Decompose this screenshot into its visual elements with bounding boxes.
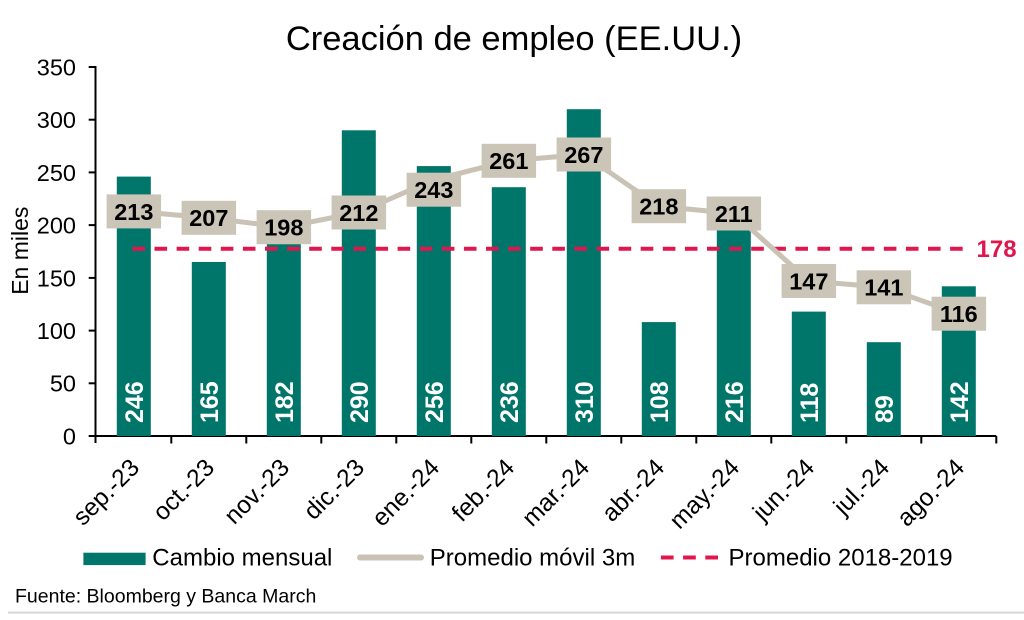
svg-text:141: 141: [864, 275, 903, 301]
svg-text:212: 212: [339, 200, 378, 226]
svg-text:200: 200: [37, 213, 76, 239]
svg-text:236: 236: [496, 381, 524, 423]
svg-text:118: 118: [796, 383, 824, 423]
svg-text:300: 300: [37, 107, 76, 133]
svg-text:211: 211: [715, 201, 753, 227]
svg-text:142: 142: [946, 381, 974, 423]
svg-text:290: 290: [346, 381, 374, 423]
svg-text:150: 150: [37, 265, 76, 291]
svg-text:108: 108: [646, 381, 674, 423]
svg-text:243: 243: [414, 177, 453, 203]
svg-text:256: 256: [421, 381, 449, 423]
svg-text:Creación de empleo (EE.UU.): Creación de empleo (EE.UU.): [286, 20, 742, 58]
svg-text:147: 147: [789, 268, 828, 294]
svg-text:261: 261: [489, 148, 528, 174]
svg-text:267: 267: [564, 142, 603, 168]
svg-text:165: 165: [196, 381, 224, 423]
svg-text:246: 246: [121, 381, 149, 423]
svg-text:Cambio mensual: Cambio mensual: [152, 545, 332, 572]
svg-text:198: 198: [264, 215, 303, 241]
svg-text:En miles: En miles: [7, 207, 33, 295]
svg-text:Fuente: Bloomberg y Banca Marc: Fuente: Bloomberg y Banca March: [15, 586, 316, 608]
svg-text:100: 100: [37, 318, 76, 344]
svg-text:116: 116: [940, 301, 978, 327]
svg-text:Promedio móvil 3m: Promedio móvil 3m: [430, 545, 635, 572]
svg-text:182: 182: [271, 381, 299, 423]
svg-text:310: 310: [571, 381, 599, 423]
svg-text:207: 207: [189, 205, 228, 231]
svg-text:Promedio 2018-2019: Promedio 2018-2019: [729, 545, 953, 572]
svg-text:178: 178: [977, 236, 1017, 263]
svg-text:250: 250: [37, 160, 76, 186]
svg-text:216: 216: [721, 381, 749, 423]
svg-text:0: 0: [63, 423, 76, 449]
svg-text:213: 213: [114, 199, 153, 225]
svg-text:218: 218: [639, 194, 678, 220]
svg-text:50: 50: [50, 371, 76, 397]
svg-text:89: 89: [871, 395, 899, 423]
svg-text:350: 350: [37, 54, 76, 80]
